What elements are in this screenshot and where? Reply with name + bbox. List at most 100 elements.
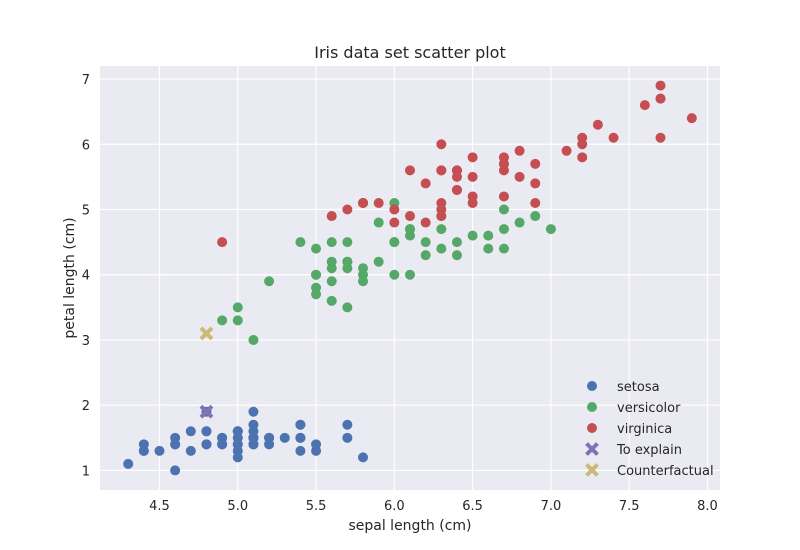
versicolor-point — [264, 276, 275, 287]
versicolor-point — [498, 204, 509, 215]
data-points — [123, 80, 697, 476]
setosa-point — [295, 432, 306, 443]
versicolor-point — [467, 230, 478, 241]
virginica-point — [373, 197, 384, 208]
y-tick-label: 6 — [82, 138, 90, 153]
chart-title: Iris data set scatter plot — [314, 43, 505, 62]
legend-marker-to-explain — [585, 442, 599, 456]
setosa-point — [295, 445, 306, 456]
versicolor-point — [451, 250, 462, 261]
versicolor-point — [498, 243, 509, 254]
versicolor-point — [420, 250, 431, 261]
legend-marker-versicolor — [587, 402, 597, 412]
virginica-point — [436, 139, 447, 150]
x-tick-label: 6.0 — [384, 499, 405, 514]
virginica-point — [592, 119, 603, 130]
versicolor-point — [326, 237, 337, 248]
y-tick-label: 1 — [82, 464, 90, 479]
setosa-point — [342, 419, 353, 430]
versicolor-point — [311, 269, 322, 280]
x-tick-label: 8.0 — [697, 499, 718, 514]
virginica-point — [420, 217, 431, 228]
setosa-point — [248, 426, 259, 437]
legend: setosa versicolor virginica To explain Count… — [585, 380, 714, 479]
versicolor-point — [342, 237, 353, 248]
x-tick-label: 7.5 — [619, 499, 640, 514]
versicolor-point — [373, 217, 384, 228]
virginica-point — [530, 158, 541, 169]
versicolor-point — [389, 269, 400, 280]
versicolor-point — [420, 237, 431, 248]
virginica-point — [389, 217, 400, 228]
virginica-point — [561, 145, 572, 156]
setosa-point — [154, 445, 165, 456]
setosa-point — [248, 406, 259, 417]
virginica-point — [530, 178, 541, 189]
setosa-point — [232, 426, 243, 437]
legend-label-to-explain: To explain — [616, 443, 682, 458]
virginica-point — [326, 211, 337, 222]
x-tick-label: 7.0 — [541, 499, 562, 514]
versicolor-point — [436, 243, 447, 254]
y-tick-label: 4 — [82, 269, 90, 284]
setosa-point — [342, 432, 353, 443]
legend-marker-virginica — [587, 423, 597, 433]
versicolor-point — [326, 295, 337, 306]
virginica-point — [530, 197, 541, 208]
x-tick-label: 5.5 — [306, 499, 327, 514]
y-axis-ticks: 1 2 3 4 5 6 7 — [82, 73, 90, 479]
y-tick-label: 3 — [82, 334, 90, 349]
virginica-point — [577, 139, 588, 150]
virginica-point — [405, 165, 415, 176]
setosa-point — [138, 445, 149, 456]
setosa-point — [170, 439, 181, 450]
setosa-point — [232, 439, 243, 450]
versicolor-point — [530, 211, 541, 222]
versicolor-point — [436, 224, 447, 235]
y-tick-label: 7 — [82, 73, 90, 88]
x-axis-ticks: 4.5 5.0 5.5 6.0 6.5 7.0 7.5 8.0 — [149, 499, 718, 514]
setosa-point — [264, 432, 275, 443]
x-tick-label: 5.0 — [227, 499, 248, 514]
legend-label-versicolor: versicolor — [617, 401, 681, 416]
legend-label-setosa: setosa — [617, 380, 660, 395]
virginica-point — [358, 197, 369, 208]
versicolor-point — [342, 263, 353, 274]
versicolor-point — [326, 276, 337, 287]
versicolor-point — [232, 315, 243, 326]
virginica-point — [342, 204, 353, 215]
virginica-point — [577, 152, 588, 163]
versicolor-point — [311, 289, 322, 300]
x-tick-label: 6.5 — [462, 499, 483, 514]
virginica-point — [217, 237, 228, 248]
virginica-point — [639, 100, 650, 111]
versicolor-point — [514, 217, 525, 228]
setosa-point — [358, 452, 369, 463]
versicolor-point — [451, 237, 462, 248]
setosa-point — [201, 439, 212, 450]
virginica-point — [389, 204, 400, 215]
virginica-point — [498, 158, 509, 169]
virginica-point — [655, 80, 666, 91]
y-tick-label: 2 — [82, 399, 90, 414]
setosa-point — [170, 465, 181, 476]
virginica-point — [514, 171, 525, 182]
setosa-point — [185, 426, 196, 437]
versicolor-point — [342, 302, 353, 313]
virginica-point — [451, 184, 462, 195]
versicolor-point — [405, 269, 415, 280]
versicolor-point — [232, 302, 243, 313]
versicolor-point — [311, 243, 322, 254]
virginica-point — [686, 113, 697, 124]
virginica-point — [467, 171, 478, 182]
virginica-point — [608, 132, 619, 143]
virginica-point — [514, 145, 525, 156]
virginica-point — [420, 178, 431, 189]
versicolor-point — [389, 237, 400, 248]
x-axis-label: sepal length (cm) — [348, 518, 471, 534]
x-tick-label: 4.5 — [149, 499, 170, 514]
versicolor-point — [405, 230, 415, 241]
legend-label-counterfactual: Counterfactual — [617, 464, 714, 479]
virginica-point — [405, 211, 415, 222]
